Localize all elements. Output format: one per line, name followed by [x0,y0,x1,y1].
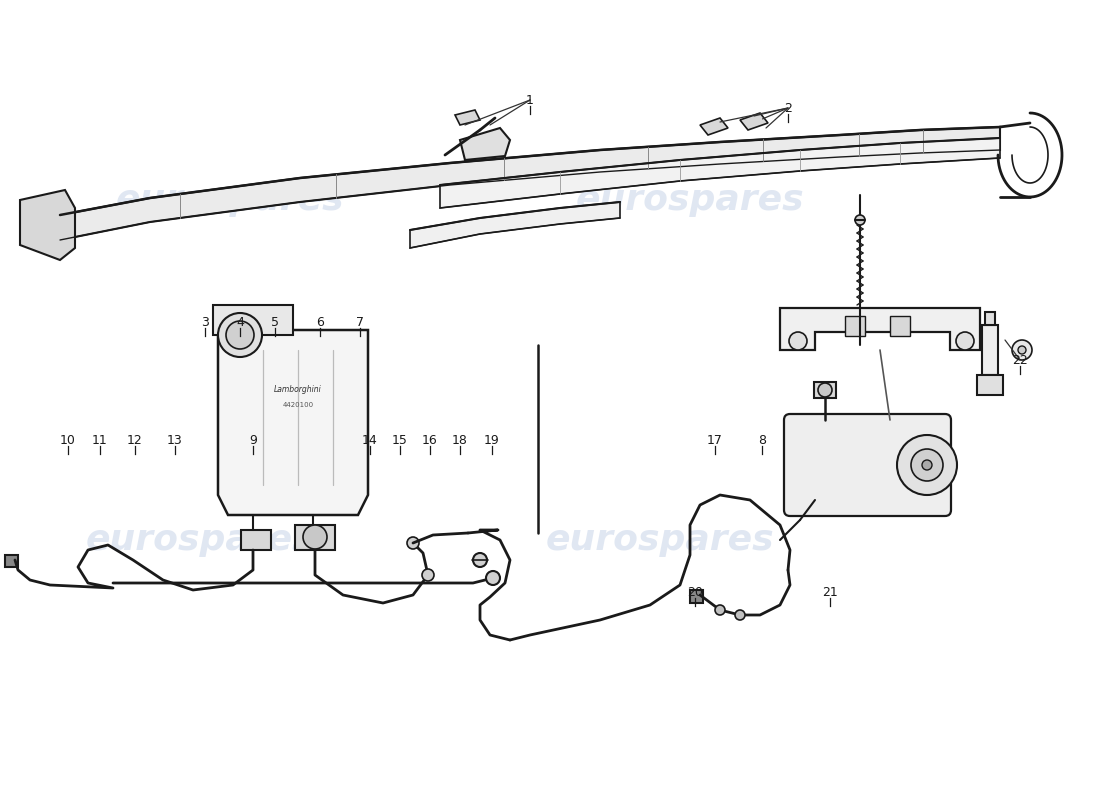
Text: 14: 14 [362,434,378,446]
Text: 9: 9 [249,434,257,446]
Polygon shape [6,555,18,567]
Text: eurospares: eurospares [546,523,774,557]
Circle shape [789,332,807,350]
Polygon shape [814,382,836,398]
Text: 16: 16 [422,434,438,446]
Polygon shape [60,127,1000,240]
Polygon shape [213,305,293,335]
Circle shape [818,383,832,397]
Text: 15: 15 [392,434,408,446]
Text: 17: 17 [707,434,723,446]
Text: 20: 20 [688,586,703,598]
Polygon shape [982,325,998,375]
Text: eurospares: eurospares [116,183,344,217]
Polygon shape [845,316,865,336]
Text: 1: 1 [526,94,534,106]
Text: 7: 7 [356,315,364,329]
Text: 22: 22 [1012,354,1027,366]
Text: eurospares: eurospares [575,183,804,217]
Text: 10: 10 [60,434,76,446]
Text: 3: 3 [201,315,209,329]
Polygon shape [410,202,620,248]
Circle shape [473,553,487,567]
Text: 4: 4 [236,315,244,329]
Polygon shape [890,316,910,336]
Text: 5: 5 [271,315,279,329]
Polygon shape [440,138,1000,208]
Circle shape [715,605,725,615]
Circle shape [1012,340,1032,360]
Circle shape [422,569,435,581]
Circle shape [226,321,254,349]
Text: 21: 21 [822,586,838,598]
Circle shape [911,449,943,481]
Polygon shape [295,525,336,550]
Text: Lamborghini: Lamborghini [274,386,322,394]
Text: 18: 18 [452,434,468,446]
Text: 12: 12 [128,434,143,446]
Polygon shape [20,190,75,260]
Polygon shape [780,308,980,350]
Text: 11: 11 [92,434,108,446]
Polygon shape [977,375,1003,395]
Circle shape [302,525,327,549]
Text: 19: 19 [484,434,499,446]
Circle shape [896,435,957,495]
Circle shape [956,332,974,350]
Text: 2: 2 [784,102,792,114]
Text: 6: 6 [316,315,323,329]
Polygon shape [690,590,703,603]
Text: 13: 13 [167,434,183,446]
Polygon shape [460,128,510,160]
Text: 8: 8 [758,434,766,446]
Text: 4420100: 4420100 [283,402,313,408]
Circle shape [486,571,500,585]
FancyBboxPatch shape [784,414,952,516]
Polygon shape [455,110,480,125]
Polygon shape [984,312,996,325]
Polygon shape [218,330,368,515]
Polygon shape [241,530,271,550]
Circle shape [922,460,932,470]
Polygon shape [700,118,728,135]
Circle shape [735,610,745,620]
Circle shape [218,313,262,357]
Text: eurospares: eurospares [86,523,315,557]
Circle shape [407,537,419,549]
Polygon shape [740,113,768,130]
Circle shape [1018,346,1026,354]
Circle shape [855,215,865,225]
